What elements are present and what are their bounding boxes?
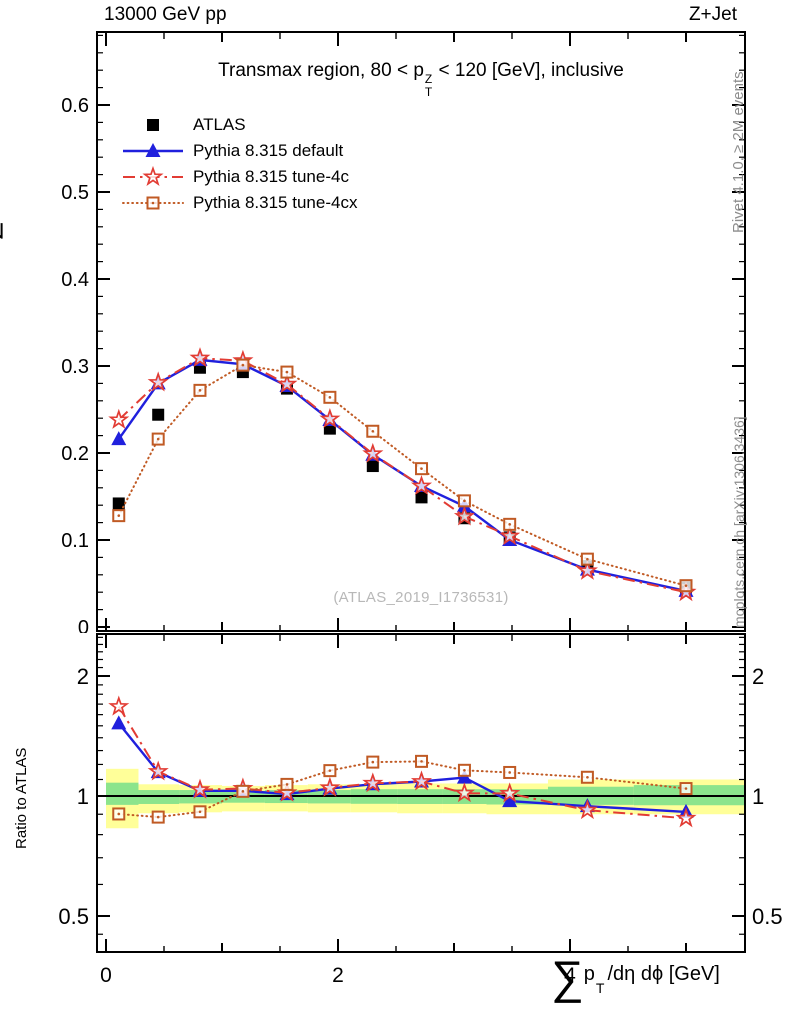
plot-title-prefix: Transmax region, 80 < p <box>218 60 424 81</box>
svg-text:2: 2 <box>332 964 344 987</box>
main-ytick-labels: 0 0.1 0.2 0.3 0.4 0.5 0.6 <box>61 95 89 633</box>
series-pythia-8-315-tune-4cx <box>112 358 693 593</box>
sum-symbol: ∑ <box>551 951 584 1003</box>
legend-item-pythia-tune4c: Pythia 8.315 tune-4c <box>122 164 357 190</box>
svg-text:0.5: 0.5 <box>61 182 89 204</box>
svg-text:0: 0 <box>78 617 89 633</box>
svg-text:0.5: 0.5 <box>752 904 783 929</box>
beam-energy-label: 13000 GeV pp <box>104 4 227 25</box>
legend-item-pythia-tune4cx: Pythia 8.315 tune-4cx <box>122 190 357 216</box>
legend: ATLAS Pythia 8.315 default Pythia 8.315 … <box>122 112 357 216</box>
svg-text:0.6: 0.6 <box>61 95 89 117</box>
svg-text:0.2: 0.2 <box>61 443 89 465</box>
mcplots-reference-note: mcplots.cern.ch [arXiv:1306.3436] <box>731 416 747 628</box>
plot-title-suffix: < 120 [GeV], inclusive <box>433 60 624 81</box>
ratio-tick-labels: 2 2 1 1 0.5 0.5 0 2 4 <box>58 664 782 987</box>
series-pythia-8-315-tune-4c <box>108 347 697 602</box>
main-y-axis-title: 1/Nev dNev/d∑ pT /dη dϕ [GeV]−1 <box>0 64 4 347</box>
rivet-version-note: Rivet 4.1.0, ≥ 2M events <box>730 71 747 233</box>
xlabel-sub: T <box>595 980 605 996</box>
svg-text:2: 2 <box>752 664 764 689</box>
ratio-panel: 2 2 1 1 0.5 0.5 0 2 4 <box>0 633 786 1024</box>
legend-marker-blue-triangle <box>123 143 183 157</box>
ratio-pythia-8-315-tune-4cx <box>112 754 693 824</box>
svg-text:4: 4 <box>564 964 576 987</box>
svg-text:1: 1 <box>77 784 89 809</box>
legend-label: Pythia 8.315 tune-4c <box>193 167 349 186</box>
svg-text:2: 2 <box>77 664 89 689</box>
sum-symbol: ∑ <box>0 221 3 240</box>
legend-label: ATLAS <box>193 115 246 134</box>
main-panel: 0 0.1 0.2 0.3 0.4 0.5 0.6 <box>61 31 746 633</box>
svg-text:0: 0 <box>100 964 112 987</box>
legend-marker-red-star <box>123 165 183 187</box>
process-label: Z+Jet <box>688 4 737 25</box>
ratio-curves <box>108 695 697 828</box>
plot-title-subscript: T <box>424 84 433 99</box>
legend-item-atlas: ATLAS <box>122 112 357 138</box>
svg-text:1: 1 <box>752 784 764 809</box>
svg-text:0.1: 0.1 <box>61 530 89 552</box>
ratio-frame <box>96 633 746 953</box>
svg-text:0.5: 0.5 <box>58 904 89 929</box>
plot-title-superscript: Z <box>424 72 433 86</box>
xlabel-p: p <box>583 963 595 985</box>
main-frame <box>96 31 746 632</box>
legend-item-pythia-default: Pythia 8.315 default <box>122 138 357 164</box>
main-curves <box>108 347 697 602</box>
x-axis-title: ∑pT/dη dϕ [GeV] <box>551 950 720 1004</box>
ratio-plot-area: 2 2 1 1 0.5 0.5 0 2 4 <box>0 633 786 1024</box>
legend-marker-open-square <box>122 196 184 210</box>
legend-marker-atlas-square <box>147 119 159 131</box>
xlabel-rest: /dη dϕ [GeV] <box>607 963 720 985</box>
ratio-y-axis-title: Ratio to ATLAS <box>13 747 30 849</box>
analysis-id-watermark: (ATLAS_2019_I1736531) <box>333 589 509 606</box>
legend-label: Pythia 8.315 tune-4cx <box>193 193 358 212</box>
main-plot-area: 0 0.1 0.2 0.3 0.4 0.5 0.6 <box>61 31 746 633</box>
svg-text:0.3: 0.3 <box>61 356 89 378</box>
svg-text:0.4: 0.4 <box>61 269 89 291</box>
legend-label: Pythia 8.315 default <box>193 141 344 160</box>
